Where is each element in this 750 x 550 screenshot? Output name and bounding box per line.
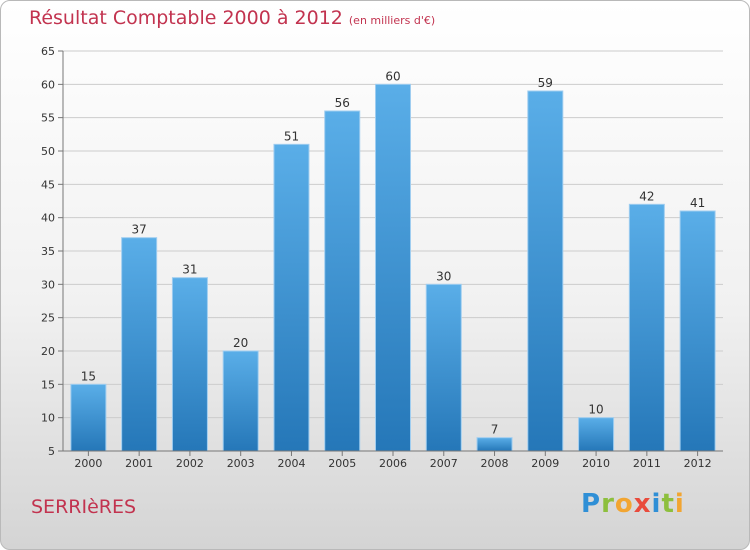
logo-letter: r [601, 489, 615, 519]
bar-2002 [171, 277, 208, 452]
data-label: 41 [690, 196, 705, 210]
y-tick-label: 15 [41, 378, 55, 391]
y-tick-label: 40 [41, 212, 55, 225]
x-tick-label: 2009 [531, 457, 559, 470]
data-label: 7 [491, 423, 499, 437]
logo-letter: t [661, 489, 675, 519]
bar-2001 [121, 237, 158, 452]
logo-letter: i [674, 489, 685, 519]
x-tick-label: 2010 [582, 457, 610, 470]
data-label: 10 [588, 403, 603, 417]
bar-2009 [527, 90, 564, 452]
x-tick-label: 2011 [633, 457, 661, 470]
bar-2008 [476, 437, 513, 452]
x-tick-label: 2005 [328, 457, 356, 470]
y-tick-label: 10 [41, 412, 55, 425]
bar-2012 [679, 210, 716, 452]
logo-letter: o [614, 489, 634, 519]
chart-title-text: Résultat Comptable 2000 à 2012 [29, 7, 343, 29]
y-tick-label: 50 [41, 145, 55, 158]
x-tick-label: 2006 [379, 457, 407, 470]
x-tick-label: 2012 [684, 457, 712, 470]
y-tick-label: 55 [41, 112, 55, 125]
data-label: 30 [436, 269, 451, 283]
bar-2000 [70, 383, 107, 452]
data-labels: 15 37 31 20 51 56 60 30 7 59 10 42 41 [81, 69, 706, 436]
bar-2005 [324, 110, 361, 452]
y-tick-label: 35 [41, 245, 55, 258]
data-label: 59 [538, 76, 553, 90]
bar-2006 [375, 83, 411, 452]
bars [70, 83, 716, 452]
logo-letter: x [633, 489, 652, 519]
data-label: 15 [81, 369, 96, 383]
y-tick-label: 5 [48, 445, 55, 458]
y-tick-label: 30 [41, 278, 55, 291]
x-tick-label: 2001 [125, 457, 153, 470]
x-tick-label: 2007 [430, 457, 458, 470]
x-tick-label: 2003 [227, 457, 255, 470]
x-tick-label: 2002 [176, 457, 204, 470]
y-tick-label: 65 [41, 45, 55, 58]
chart-subtitle: (en milliers d'€) [348, 14, 436, 27]
bar-2004 [273, 143, 310, 452]
x-tick-label: 2008 [481, 457, 509, 470]
y-tick-label: 20 [41, 345, 55, 358]
commune-name: SERRIèRES [31, 496, 137, 518]
logo-letter: i [651, 489, 662, 519]
y-axis: 5 10 15 20 25 30 35 40 45 50 55 60 65 [41, 45, 64, 458]
data-label: 60 [385, 69, 400, 83]
chart-title: Résultat Comptable 2000 à 2012 (en millie… [29, 7, 435, 29]
bar-2011 [628, 203, 665, 452]
x-axis: 2000 2001 2002 2003 2004 2005 2006 2007 2008 2009… [63, 450, 723, 470]
x-tick-label: 2004 [277, 457, 305, 470]
data-label: 42 [639, 189, 654, 203]
logo-letter: P [581, 489, 602, 519]
data-label: 37 [132, 223, 147, 237]
bar-2007 [425, 283, 462, 452]
x-tick-label: 2000 [74, 457, 102, 470]
data-label: 20 [233, 336, 248, 350]
data-label: 56 [335, 96, 350, 110]
bar-2010 [578, 417, 615, 452]
y-tick-label: 25 [41, 312, 55, 325]
y-tick-label: 60 [41, 78, 55, 91]
data-label: 31 [182, 263, 197, 277]
bar-2003 [222, 350, 259, 452]
data-label: 51 [284, 129, 299, 143]
y-tick-label: 45 [41, 178, 55, 191]
proxiti-logo: Proxiti [581, 489, 685, 519]
